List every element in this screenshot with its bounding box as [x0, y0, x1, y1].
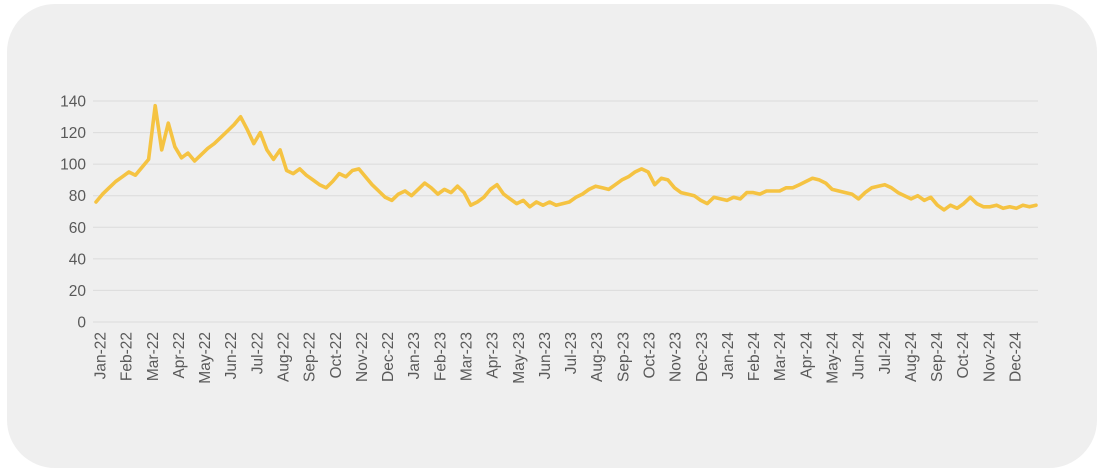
y-tick-label: 80 [69, 188, 87, 205]
x-tick-label: Jan-24 [720, 332, 737, 380]
x-tick-label: Nov-22 [354, 332, 371, 382]
price-line [94, 103, 1038, 212]
x-tick-label: Mar-24 [772, 332, 789, 381]
x-tick-label: Feb-24 [746, 332, 763, 381]
x-axis-tick-labels: Jan-22 Feb-22 Mar-22 Apr-22 May-22 Jun-22 Jul-… [93, 332, 1025, 384]
y-tick-label: 140 [60, 94, 86, 111]
x-tick-label: May-24 [825, 332, 842, 384]
x-tick-label: Jan-22 [93, 332, 110, 379]
x-tick-label: Sep-22 [302, 332, 319, 382]
x-tick-label: May-23 [511, 332, 528, 384]
x-tick-label: Mar-23 [459, 332, 476, 381]
x-tick-label: Mar-22 [145, 332, 162, 381]
series-layer [94, 103, 1038, 212]
x-tick-label: Apr-23 [485, 332, 502, 379]
x-tick-label: Feb-23 [432, 332, 449, 381]
x-tick-label: Dec-22 [380, 332, 397, 382]
y-tick-label: 100 [60, 157, 86, 174]
gridlines [93, 100, 1038, 323]
x-tick-label: Aug-22 [276, 332, 293, 382]
x-tick-label: Apr-24 [798, 332, 815, 379]
x-tick-label: Dec-23 [694, 332, 711, 382]
x-tick-label: Aug-24 [903, 332, 920, 382]
y-axis-tick-labels: 0 20 40 60 80 100 120 140 [60, 94, 86, 332]
x-tick-label: Oct-23 [642, 332, 659, 379]
chart-card [7, 4, 1097, 468]
x-tick-label: Jun-23 [537, 332, 554, 379]
y-tick-label: 0 [77, 315, 86, 332]
y-tick-label: 40 [69, 251, 87, 268]
x-tick-label: Jul-24 [877, 332, 894, 375]
x-tick-label: Jul-23 [563, 332, 580, 374]
x-tick-label: Oct-22 [328, 332, 345, 379]
x-tick-label: May-22 [197, 332, 214, 384]
x-tick-label: Nov-23 [668, 332, 685, 382]
x-tick-label: Jan-23 [406, 332, 423, 379]
x-tick-label: Oct-24 [955, 332, 972, 379]
x-tick-label: Feb-22 [119, 332, 136, 381]
y-tick-label: 120 [60, 125, 86, 142]
x-tick-label: Apr-22 [171, 332, 188, 379]
x-tick-label: Aug-23 [589, 332, 606, 382]
x-tick-label: Jul-22 [249, 332, 266, 374]
x-tick-label: Jun-24 [851, 332, 868, 380]
x-tick-label: Jun-22 [223, 332, 240, 379]
x-tick-label: Nov-24 [981, 332, 998, 382]
x-tick-label: Sep-23 [615, 332, 632, 382]
y-tick-label: 20 [69, 283, 87, 300]
x-tick-label: Sep-24 [929, 332, 946, 382]
x-tick-label: Dec-24 [1008, 332, 1025, 382]
y-tick-label: 60 [69, 220, 87, 237]
